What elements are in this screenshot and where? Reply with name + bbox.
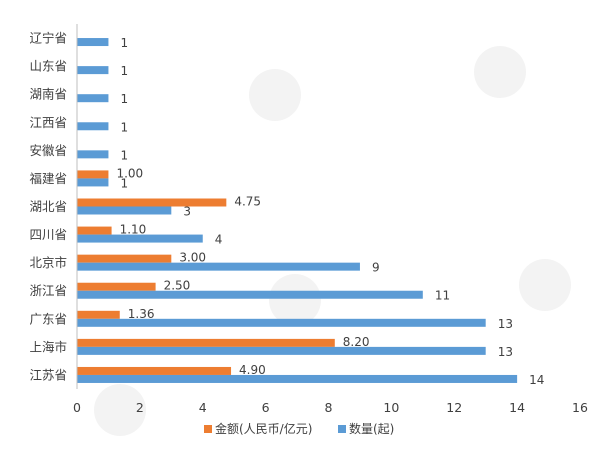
legend-swatch [338,425,346,433]
category-label: 上海市 [29,339,67,354]
count-value-label: 13 [498,345,513,359]
amount-bar [77,170,109,179]
count-bar [77,122,109,131]
count-value-label: 9 [372,261,380,275]
amount-bar [77,254,172,263]
amount-bar [77,226,112,235]
x-tick-label: 4 [199,400,207,415]
category-label: 四川省 [29,227,67,242]
category-label: 广东省 [29,311,67,326]
amount-bar [77,366,232,375]
amount-bar [77,198,227,207]
count-value-label: 1 [120,176,128,190]
category-label: 北京市 [29,255,67,270]
count-value-label: 11 [435,289,450,303]
count-bar [77,318,486,327]
category-label: 安徽省 [29,143,67,158]
category-label: 浙江省 [29,283,67,298]
category-label: 山东省 [29,59,67,74]
count-value-label: 14 [529,373,544,387]
x-tick-label: 0 [73,400,81,415]
amount-value-label: 3.00 [179,251,206,265]
count-bar [77,178,109,187]
amount-value-label: 8.20 [343,335,370,349]
count-value-label: 1 [120,120,128,134]
count-bar [77,346,486,355]
category-label: 江苏省 [29,367,67,382]
x-tick-label: 14 [509,400,525,415]
category-label: 辽宁省 [29,31,67,46]
count-bar [77,38,109,47]
x-tick-label: 16 [572,400,588,415]
amount-bar [77,310,120,319]
category-label: 湖南省 [29,87,67,102]
legend-label: 金额(人民币/亿元) [215,421,312,436]
x-tick-label: 10 [383,400,399,415]
watermark-mark-1 [474,46,526,98]
category-label: 湖北省 [29,199,67,214]
count-bar [77,234,203,243]
watermark-mark-0 [249,69,301,121]
category-label: 江西省 [29,115,67,130]
count-value-label: 1 [120,64,128,78]
amount-value-label: 1.36 [128,307,155,321]
count-bar [77,66,109,75]
x-tick-label: 8 [325,400,333,415]
count-value-label: 1 [120,92,128,106]
watermark-mark-3 [519,259,571,311]
value-labels: 111111.0014.7531.1043.0092.50111.36138.2… [116,36,544,387]
watermark-mark-4 [94,384,146,436]
amount-bar [77,338,335,347]
x-tick-label: 12 [446,400,462,415]
bars-layer [77,38,518,383]
count-bar [77,290,423,299]
category-label: 福建省 [29,171,67,186]
watermark-layer [94,46,571,436]
count-bar [77,262,360,271]
count-value-label: 1 [120,36,128,50]
count-bar [77,374,518,383]
count-bar [77,206,172,215]
x-tick-label: 6 [262,400,270,415]
count-value-label: 1 [120,148,128,162]
amount-value-label: 4.75 [234,195,261,209]
amount-value-label: 2.50 [164,279,191,293]
amount-bar [77,282,156,291]
count-value-label: 13 [498,317,513,331]
count-value-label: 4 [215,233,223,247]
x-tick-label: 2 [136,400,144,415]
legend-swatch [204,425,212,433]
legend: 金额(人民币/亿元) 数量(起) [204,421,394,436]
count-value-label: 3 [183,205,191,219]
amount-value-label: 1.00 [116,166,143,180]
x-axis-tick-labels: 0 2 4 6 8 10 12 14 16 [73,400,588,415]
watermark-mark-2 [269,274,321,326]
legend-label: 数量(起) [349,421,394,436]
amount-value-label: 1.10 [120,223,147,237]
amount-value-label: 4.90 [239,363,266,377]
count-bar [77,94,109,103]
count-bar [77,150,109,159]
